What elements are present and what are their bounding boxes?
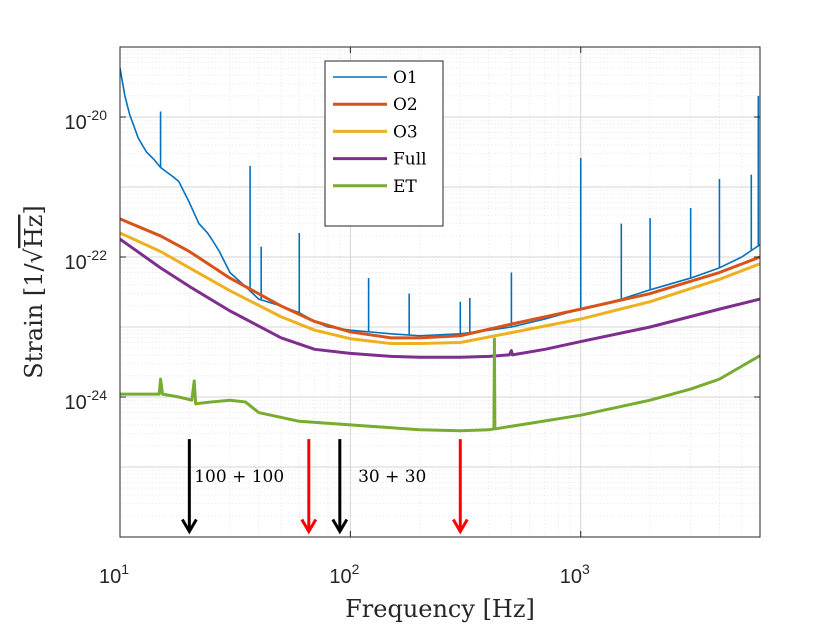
y-tick-label: 10-24 (65, 387, 108, 414)
x-axis-label: Frequency [Hz] (345, 595, 535, 623)
legend-entry-full: Full (333, 150, 427, 170)
y-axis-label-suffix: ] (20, 205, 48, 214)
mass-annotation: 100 + 100 (194, 467, 284, 487)
legend-label: O3 (393, 122, 418, 142)
legend-label: O2 (393, 95, 418, 115)
legend-entry-et: ET (333, 177, 417, 197)
svg-text:Strain [1/√Hz]: Strain [1/√Hz] (20, 205, 48, 379)
y-axis-label: Strain [1/√Hz] (20, 205, 48, 379)
legend-label: Full (393, 150, 427, 170)
annotations: 100 + 100 30 + 30 (194, 467, 426, 487)
arrow-head (300, 518, 318, 535)
arrow-head (331, 518, 349, 535)
legend-entry-o1: O1 (333, 68, 418, 88)
y-tick-label: 10-22 (65, 247, 108, 274)
frequency-arrow (181, 439, 198, 535)
legend-label: ET (393, 177, 417, 197)
series-et (120, 337, 760, 433)
legend-entry-o3: O3 (333, 122, 418, 142)
mass-annotation: 30 + 30 (358, 467, 426, 487)
x-ticks: 101 102 103 (99, 47, 590, 588)
series-line-et (120, 337, 760, 433)
x-tick-label: 103 (560, 561, 590, 588)
legend: O1 O2 O3 Full ET (324, 60, 444, 227)
arrow-head (181, 518, 198, 535)
arrow-layer (181, 439, 469, 535)
y-ticks: 10-20 10-22 10-24 (65, 107, 760, 414)
legend-label: O1 (393, 68, 418, 88)
series-line-o3 (120, 231, 760, 346)
series-layer (120, 67, 760, 433)
y-axis-label-radicand: Hz (20, 215, 48, 249)
minor-grid (120, 47, 761, 537)
series-full (120, 237, 760, 359)
series-line-o2 (120, 217, 760, 340)
y-tick-label: 10-20 (65, 107, 108, 134)
series-o2 (120, 217, 760, 340)
series-line-full (120, 237, 760, 359)
frequency-arrow (300, 439, 318, 535)
series-o3 (120, 231, 760, 346)
y-axis-label-prefix: Strain [1/ (20, 263, 48, 379)
legend-entry-o2: O2 (333, 95, 418, 115)
arrow-head (451, 518, 469, 535)
x-tick-label: 101 (99, 561, 129, 588)
x-tick-label: 102 (329, 561, 359, 588)
frequency-arrow (451, 439, 469, 535)
legend-box (324, 60, 444, 227)
sqrt-sign: √ (20, 247, 48, 263)
plot-frame (119, 46, 761, 538)
frequency-arrow (331, 439, 349, 535)
